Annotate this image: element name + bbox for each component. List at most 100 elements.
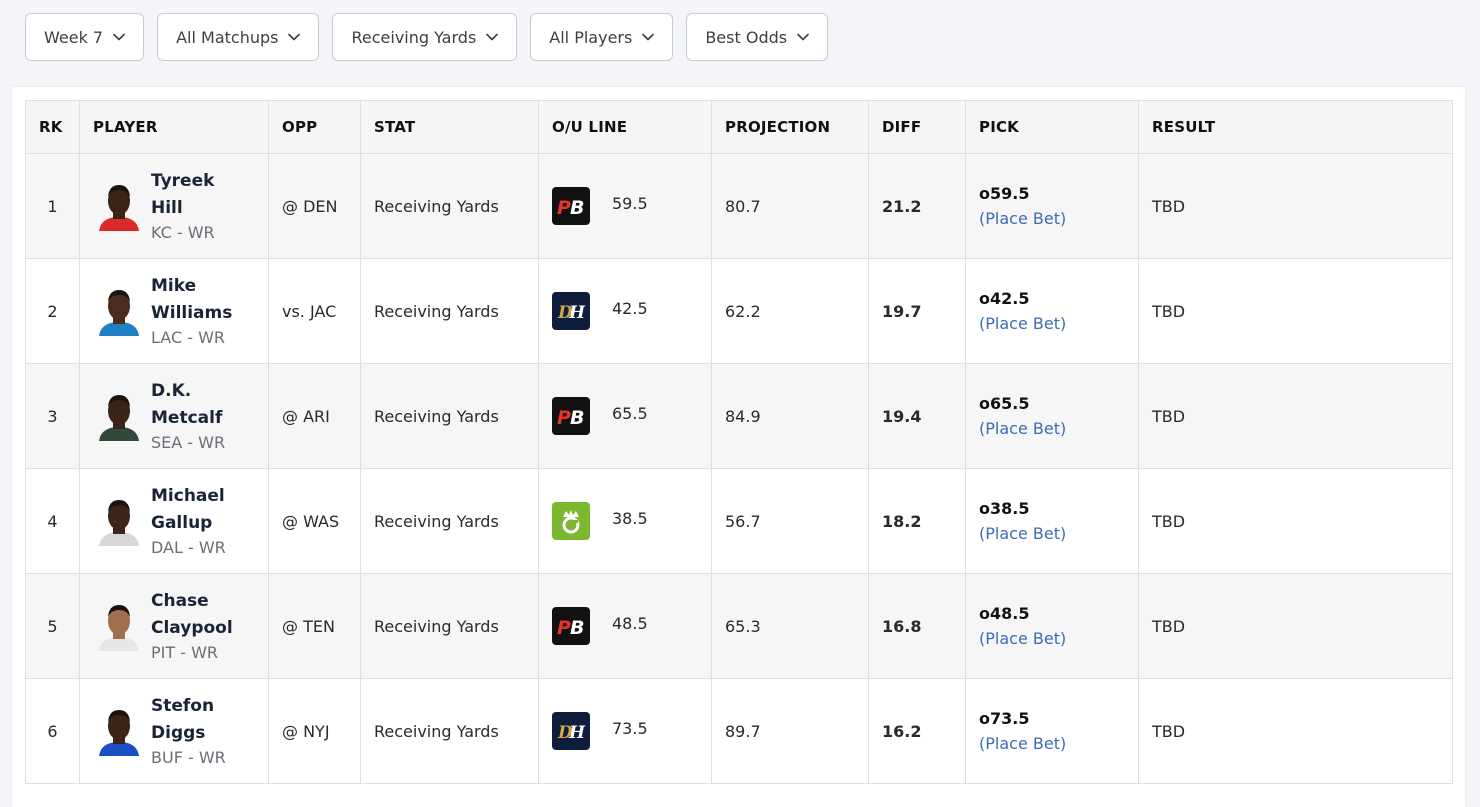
line-value: 59.5	[612, 193, 648, 213]
player-last-name[interactable]: Claypool	[151, 618, 233, 638]
player-last-name[interactable]: Hill	[151, 198, 183, 218]
line-cell: P B 59.5	[538, 153, 712, 259]
player-headshot	[93, 601, 145, 651]
projection-cell: 62.2	[711, 258, 869, 364]
diff-cell: 19.4	[868, 363, 966, 469]
header-pick[interactable]: PICK	[965, 100, 1139, 154]
player-cell: Stefon Diggs BUF - WR	[79, 678, 269, 784]
table-row: 6 Stefon Diggs BUF - WR @ NYJ Receiving Yards…	[25, 678, 1453, 784]
pick-cell: o65.5 (Place Bet)	[965, 363, 1139, 469]
player-first-name[interactable]: D.K.	[151, 381, 192, 401]
rank-cell: 6	[25, 678, 80, 784]
place-bet-link[interactable]: (Place Bet)	[979, 629, 1067, 648]
projections-table: RK PLAYER OPP STAT O/U LINE PROJECTION D…	[25, 100, 1453, 784]
filter-label: Best Odds	[705, 27, 788, 47]
player-cell: Michael Gallup DAL - WR	[79, 468, 269, 574]
player-first-name[interactable]: Mike	[151, 276, 197, 296]
opponent-cell: @ TEN	[268, 573, 361, 679]
stat-filter[interactable]: Receiving Yards	[332, 13, 518, 61]
pick-value: o42.5	[979, 289, 1030, 308]
header-opp[interactable]: OPP	[268, 100, 361, 154]
matchups-filter[interactable]: All Matchups	[157, 13, 320, 61]
header-stat[interactable]: STAT	[360, 100, 539, 154]
header-diff[interactable]: DIFF	[868, 100, 966, 154]
rank-cell: 2	[25, 258, 80, 364]
opponent-cell: @ NYJ	[268, 678, 361, 784]
result-cell: TBD	[1138, 153, 1453, 259]
projection-cell: 89.7	[711, 678, 869, 784]
line-cell: 38.5	[538, 468, 712, 574]
header-projection[interactable]: PROJECTION	[711, 100, 869, 154]
player-last-name[interactable]: Diggs	[151, 723, 206, 743]
result-cell: TBD	[1138, 678, 1453, 784]
week-filter[interactable]: Week 7	[25, 13, 145, 61]
table-row: 2 Mike Williams LAC - WR vs. JAC Receiving Ya…	[25, 258, 1453, 364]
result-cell: TBD	[1138, 573, 1453, 679]
table-row: 4 Michael Gallup DAL - WR @ WAS Receiving Yar…	[25, 468, 1453, 574]
player-first-name[interactable]: Chase	[151, 591, 209, 611]
pick-value: o48.5	[979, 604, 1030, 623]
table-row: 5 Chase Claypool PIT - WR @ TEN Receiving Yar…	[25, 573, 1453, 679]
player-cell: Chase Claypool PIT - WR	[79, 573, 269, 679]
player-last-name[interactable]: Gallup	[151, 513, 213, 533]
filter-label: All Matchups	[176, 27, 279, 47]
projection-cell: 80.7	[711, 153, 869, 259]
filter-bar: Week 7 All Matchups Receiving Yards All Pla…	[25, 13, 829, 61]
player-team-position: PIT - WR	[151, 643, 219, 662]
diff-cell: 16.2	[868, 678, 966, 784]
header-line[interactable]: O/U LINE	[538, 100, 712, 154]
svg-text:B: B	[570, 197, 584, 218]
opponent-cell: vs. JAC	[268, 258, 361, 364]
chevron-down-icon	[113, 33, 125, 41]
player-team-position: SEA - WR	[151, 433, 226, 452]
player-last-name[interactable]: Williams	[151, 303, 233, 323]
player-first-name[interactable]: Michael	[151, 486, 225, 506]
player-headshot	[93, 391, 145, 441]
player-first-name[interactable]: Stefon	[151, 696, 215, 716]
odds-filter[interactable]: Best Odds	[686, 13, 829, 61]
svg-text:D: D	[557, 723, 573, 743]
player-team-position: BUF - WR	[151, 748, 226, 767]
player-headshot	[93, 286, 145, 336]
pick-cell: o48.5 (Place Bet)	[965, 573, 1139, 679]
header-player[interactable]: PLAYER	[79, 100, 269, 154]
svg-text:P: P	[557, 407, 571, 428]
line-cell: P B 48.5	[538, 573, 712, 679]
pick-value: o38.5	[979, 499, 1030, 518]
player-last-name[interactable]: Metcalf	[151, 408, 223, 428]
filter-label: Week 7	[44, 27, 104, 47]
opponent-cell: @ DEN	[268, 153, 361, 259]
diff-cell: 19.7	[868, 258, 966, 364]
player-cell: Tyreek Hill KC - WR	[79, 153, 269, 259]
chevron-down-icon	[642, 33, 655, 41]
line-cell: D H 42.5	[538, 258, 712, 364]
players-filter[interactable]: All Players	[530, 13, 674, 61]
place-bet-link[interactable]: (Place Bet)	[979, 734, 1067, 753]
opponent-cell: @ WAS	[268, 468, 361, 574]
pick-value: o59.5	[979, 184, 1030, 203]
filter-label: Receiving Yards	[351, 27, 477, 47]
player-headshot	[93, 496, 145, 546]
header-result[interactable]: RESULT	[1138, 100, 1453, 154]
pick-cell: o38.5 (Place Bet)	[965, 468, 1139, 574]
stat-cell: Receiving Yards	[360, 468, 539, 574]
svg-text:B: B	[570, 617, 584, 638]
chevron-down-icon	[288, 33, 301, 41]
line-value: 38.5	[612, 508, 648, 528]
place-bet-link[interactable]: (Place Bet)	[979, 209, 1067, 228]
rank-cell: 3	[25, 363, 80, 469]
stat-cell: Receiving Yards	[360, 678, 539, 784]
player-team-position: KC - WR	[151, 223, 215, 242]
pick-cell: o73.5 (Place Bet)	[965, 678, 1139, 784]
header-rk[interactable]: RK	[25, 100, 80, 154]
place-bet-link[interactable]: (Place Bet)	[979, 419, 1067, 438]
player-first-name[interactable]: Tyreek	[151, 171, 215, 191]
table-row: 3 D.K. Metcalf SEA - WR @ ARI Receiving Yards…	[25, 363, 1453, 469]
rank-cell: 5	[25, 573, 80, 679]
place-bet-link[interactable]: (Place Bet)	[979, 314, 1067, 333]
place-bet-link[interactable]: (Place Bet)	[979, 524, 1067, 543]
